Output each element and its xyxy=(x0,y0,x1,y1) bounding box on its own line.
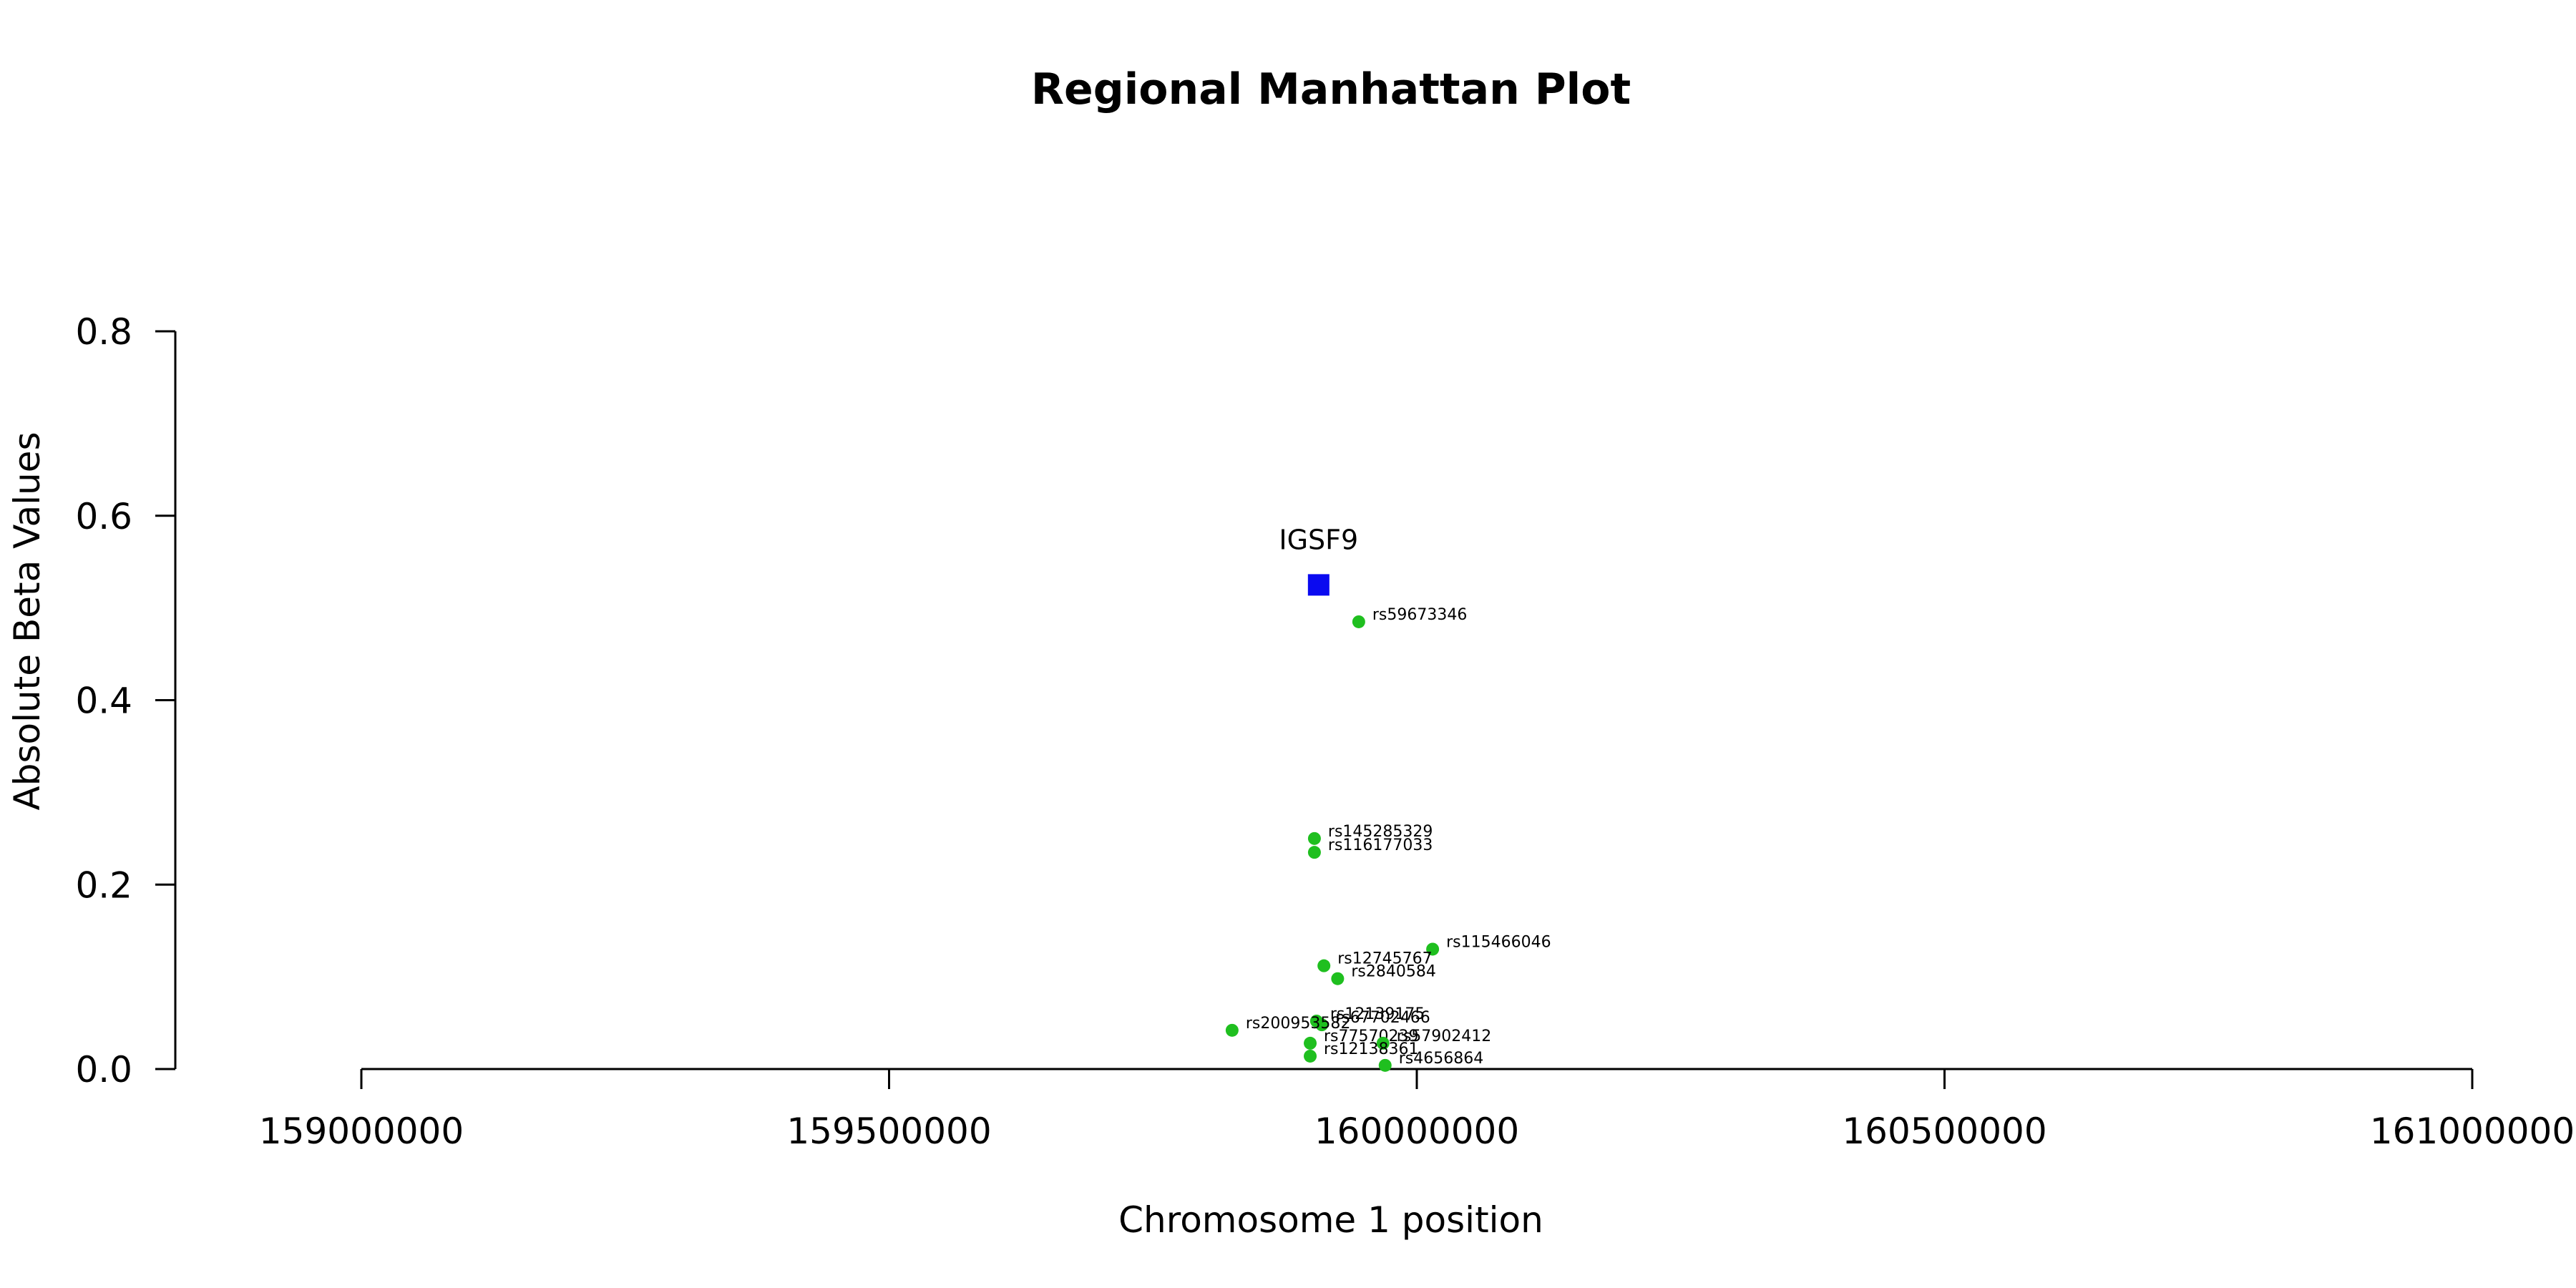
y-tick-label: 0.2 xyxy=(75,864,132,906)
y-tick-label: 0.6 xyxy=(75,496,132,537)
snp-point xyxy=(1304,1049,1317,1063)
x-axis-label: Chromosome 1 position xyxy=(1118,1199,1543,1241)
x-tick-label: 160000000 xyxy=(1314,1111,1519,1152)
snp-label: rs12745767 xyxy=(1337,950,1432,968)
snp-point xyxy=(1352,615,1365,628)
snp-point xyxy=(1307,846,1321,859)
snp-label: rs200953582 xyxy=(1246,1015,1350,1033)
x-tick-label: 161000000 xyxy=(2370,1111,2575,1152)
snp-point xyxy=(1317,959,1331,972)
snp-label: rs2840584 xyxy=(1351,963,1436,981)
snp-label: rs116177033 xyxy=(1328,836,1433,854)
snp-label: rs77570239 xyxy=(1324,1028,1418,1045)
snp-label: rs57902412 xyxy=(1397,1028,1491,1045)
y-tick-label: 0.0 xyxy=(75,1049,132,1091)
x-tick-label: 159000000 xyxy=(259,1111,464,1152)
chart-title: Regional Manhattan Plot xyxy=(1031,64,1631,114)
snp-label: rs12139175 xyxy=(1330,1005,1425,1023)
y-tick-label: 0.4 xyxy=(75,680,132,722)
gene-marker xyxy=(1307,574,1330,596)
snp-label: rs4656864 xyxy=(1399,1050,1484,1068)
snp-point xyxy=(1315,1018,1329,1032)
snp-point xyxy=(1304,1036,1317,1050)
snp-point xyxy=(1331,972,1345,985)
snp-point xyxy=(1225,1023,1239,1037)
snp-label: rs145285329 xyxy=(1328,823,1433,841)
x-tick-label: 160500000 xyxy=(1842,1111,2046,1152)
snp-label: rs67702466 xyxy=(1335,1009,1430,1027)
y-tick-label: 0.8 xyxy=(75,311,132,353)
snp-label: rs12138361 xyxy=(1324,1040,1418,1058)
snp-point xyxy=(1378,1058,1392,1072)
snp-label: rs115466046 xyxy=(1446,933,1551,951)
axes: 159000000 159500000 160000000 160500000 1610… xyxy=(75,311,2575,1152)
snp-label: rs59673346 xyxy=(1372,606,1467,624)
y-axis-label: Absolute Beta Values xyxy=(6,432,48,811)
snp-point xyxy=(1426,942,1440,956)
x-tick-label: 159500000 xyxy=(786,1111,991,1152)
snp-point xyxy=(1307,831,1321,845)
gene-label: IGSF9 xyxy=(1279,524,1358,555)
snp-point xyxy=(1376,1036,1390,1050)
